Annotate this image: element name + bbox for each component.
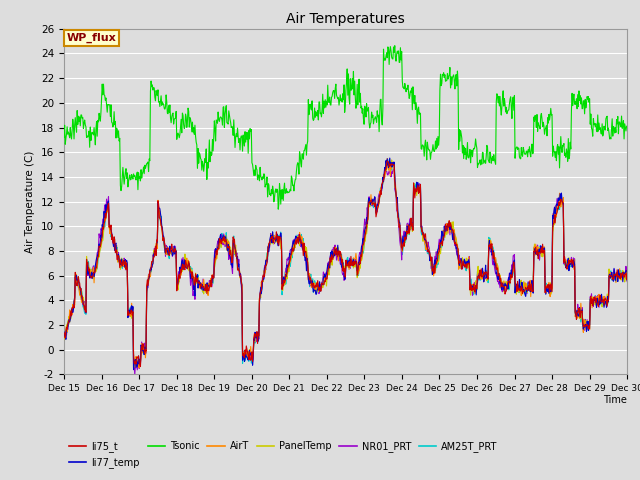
Text: WP_flux: WP_flux bbox=[67, 33, 116, 43]
Y-axis label: Air Temperature (C): Air Temperature (C) bbox=[26, 150, 35, 253]
Title: Air Temperatures: Air Temperatures bbox=[286, 12, 405, 26]
X-axis label: Time: Time bbox=[604, 395, 627, 405]
Legend: li75_t, li77_temp, Tsonic, AirT, PanelTemp, NR01_PRT, AM25T_PRT: li75_t, li77_temp, Tsonic, AirT, PanelTe… bbox=[69, 442, 498, 468]
